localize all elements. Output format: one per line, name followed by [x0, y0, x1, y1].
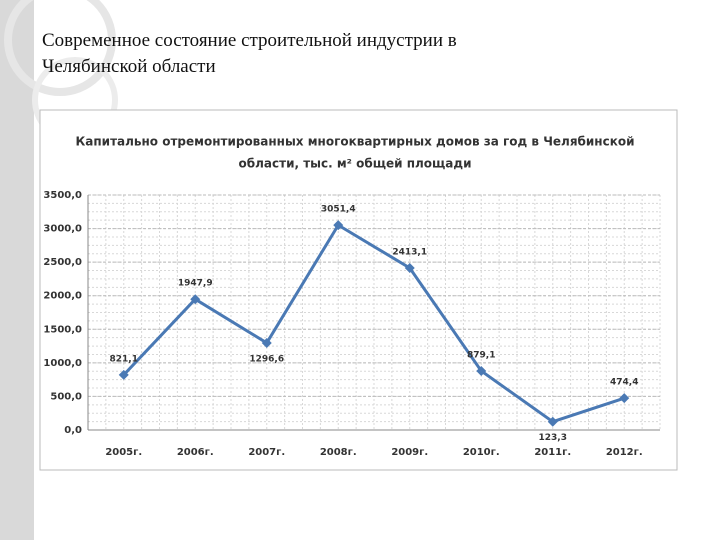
series-line [122, 223, 625, 424]
x-tick-label: 2008г. [320, 447, 357, 458]
x-tick-label: 2009г. [391, 447, 428, 458]
x-tick-label: 2011г. [534, 447, 571, 458]
point [476, 365, 487, 376]
point [190, 294, 201, 305]
data-label: 1947,9 [178, 279, 213, 289]
y-tick-label: 2500,0 [43, 257, 82, 268]
y-tick-label: 3000,0 [43, 224, 82, 235]
point [118, 369, 129, 380]
data-label: 3051,4 [321, 205, 356, 215]
data-label: 474,4 [610, 378, 638, 388]
x-tick-label: 2006г. [177, 447, 214, 458]
point [333, 220, 344, 231]
chart-title: Капитально отремонтированных многокварти… [75, 135, 634, 149]
point [619, 393, 630, 404]
y-tick-label: 0,0 [64, 425, 82, 436]
chart-frame [39, 109, 678, 471]
x-tick-label: 2010г. [463, 447, 500, 458]
x-tick-label: 2005г. [105, 447, 142, 458]
x-tick-label: 2007г. [248, 447, 285, 458]
point [404, 262, 415, 273]
slide-title: Современное состояние строительной индус… [42, 30, 457, 77]
y-tick-label: 3500,0 [43, 190, 82, 201]
data-label: 879,1 [467, 350, 495, 360]
point [547, 416, 558, 427]
y-tick-label: 1500,0 [43, 324, 82, 335]
y-tick-label: 500,0 [50, 391, 82, 402]
data-label: 1296,6 [249, 354, 284, 364]
data-label: 821,1 [110, 354, 138, 364]
y-tick-label: 2000,0 [43, 291, 82, 302]
y-tick-label: 1000,0 [43, 358, 82, 369]
data-label: 123,3 [539, 433, 567, 443]
data-label: 2413,1 [392, 247, 427, 257]
point [261, 337, 272, 348]
chart-title: области, тыс. м² общей площади [238, 157, 471, 171]
x-tick-label: 2012г. [606, 447, 643, 458]
